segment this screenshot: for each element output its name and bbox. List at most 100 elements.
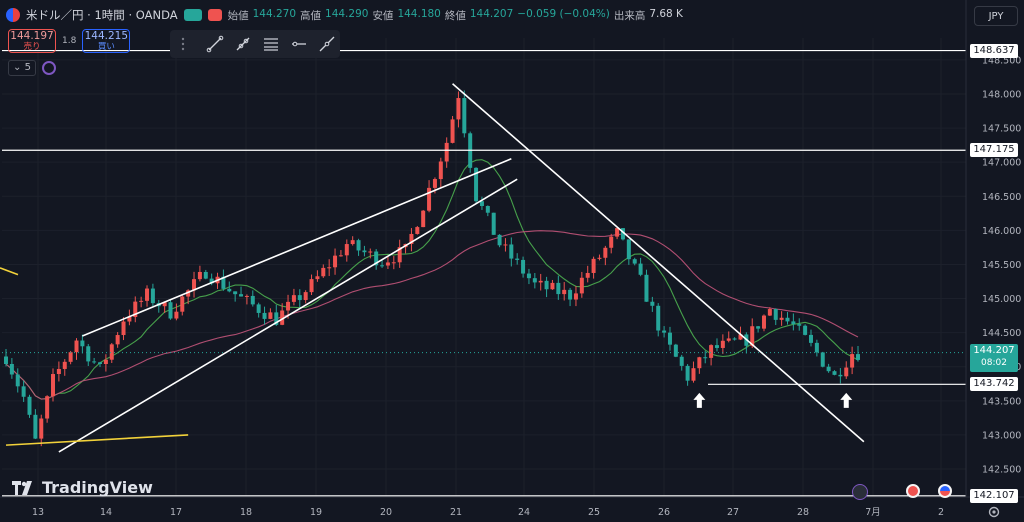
x-tick-label: 19 bbox=[310, 507, 322, 518]
candle-body bbox=[274, 312, 279, 325]
candle-body bbox=[703, 357, 708, 359]
indicator-toggle[interactable]: ⌄ 5 bbox=[8, 60, 36, 76]
candle-body bbox=[315, 276, 320, 280]
y-tick-label: 147.500 bbox=[982, 124, 1021, 135]
candle-body bbox=[432, 179, 437, 188]
candle-body bbox=[726, 338, 731, 341]
candle-body bbox=[356, 240, 361, 251]
candle-body bbox=[609, 236, 614, 248]
candle-body bbox=[444, 142, 449, 162]
candle-body bbox=[51, 374, 56, 397]
sell-price: 144.197 bbox=[10, 30, 54, 42]
candle-body bbox=[562, 289, 567, 295]
x-tick-label: 21 bbox=[450, 507, 462, 518]
symbol-flag-icon bbox=[6, 8, 20, 22]
candle-body bbox=[761, 315, 766, 329]
x-tick-label: 28 bbox=[797, 507, 809, 518]
candle-body bbox=[615, 228, 620, 237]
current-price-label: 144.207 08:02 bbox=[970, 343, 1018, 372]
candle-body bbox=[720, 340, 725, 348]
candle-body bbox=[250, 295, 255, 305]
candle-body bbox=[380, 265, 385, 267]
candle-body bbox=[750, 326, 755, 346]
candle-body bbox=[556, 282, 561, 295]
candle-body bbox=[86, 346, 91, 362]
x-tick-label: 20 bbox=[380, 507, 392, 518]
candle-body bbox=[732, 338, 737, 340]
candle-body bbox=[650, 301, 655, 306]
candle-body bbox=[585, 272, 590, 278]
ohlc-key: 終値 bbox=[444, 9, 466, 22]
candle-body bbox=[779, 317, 784, 320]
candle-body bbox=[344, 244, 349, 256]
candle-body bbox=[121, 321, 126, 336]
us-flag-icon[interactable] bbox=[938, 484, 952, 498]
ray-icon[interactable] bbox=[234, 35, 252, 53]
drag-handle-icon[interactable] bbox=[178, 35, 196, 53]
candle-body bbox=[773, 309, 778, 320]
trend-line-descending bbox=[452, 83, 865, 443]
horizontal-ray-icon[interactable] bbox=[290, 35, 308, 53]
event-flag-icon[interactable] bbox=[906, 484, 920, 498]
y-tick-label: 145.000 bbox=[982, 294, 1021, 305]
trade-panel: 144.197 売り 1.8 144.215 買い bbox=[8, 29, 131, 53]
buy-button[interactable]: 144.215 買い bbox=[82, 29, 131, 53]
x-tick-label: 25 bbox=[588, 507, 600, 518]
lightning-icon[interactable] bbox=[852, 484, 868, 500]
candle-body bbox=[333, 255, 338, 268]
candle-body bbox=[632, 259, 637, 264]
trend-line-icon[interactable] bbox=[206, 35, 224, 53]
candle-body bbox=[303, 292, 308, 301]
candle-body bbox=[174, 311, 179, 319]
candle-body bbox=[338, 255, 343, 257]
candle-body bbox=[27, 396, 32, 415]
candle-body bbox=[515, 258, 520, 260]
horizontal-line-price-label: 148.637 bbox=[970, 43, 1018, 58]
candle-body bbox=[227, 288, 232, 292]
settings-gear-icon[interactable] bbox=[987, 505, 1001, 519]
candle-body bbox=[362, 250, 367, 253]
candle-body bbox=[415, 227, 420, 234]
x-tick-label: 18 bbox=[240, 507, 252, 518]
extended-line-icon[interactable] bbox=[318, 35, 336, 53]
candle-body bbox=[409, 233, 414, 244]
moving-average-short bbox=[5, 159, 859, 400]
candle-body bbox=[691, 368, 696, 381]
indicator-settings-icon[interactable] bbox=[41, 61, 56, 75]
candle-body bbox=[103, 359, 108, 365]
candle-body bbox=[808, 334, 813, 343]
fib-icon[interactable] bbox=[262, 35, 280, 53]
x-tick-label: 7月 bbox=[865, 507, 881, 518]
eye-icon[interactable] bbox=[183, 9, 202, 21]
x-tick-label: 17 bbox=[170, 507, 182, 518]
x-tick-label: 27 bbox=[727, 507, 739, 518]
candle-body bbox=[321, 267, 326, 277]
candle-body bbox=[221, 276, 226, 289]
candle-body bbox=[115, 335, 120, 345]
x-tick-label: 26 bbox=[658, 507, 670, 518]
tradingview-logo[interactable]: TradingView bbox=[12, 478, 153, 497]
horizontal-line-price-label: 143.742 bbox=[970, 377, 1018, 392]
candle-body bbox=[62, 361, 67, 369]
candle-body bbox=[133, 301, 138, 318]
flag-icon[interactable] bbox=[207, 9, 222, 21]
candle-body bbox=[568, 289, 573, 300]
sell-button[interactable]: 144.197 売り bbox=[8, 29, 56, 53]
candle-body bbox=[803, 325, 808, 335]
candle-body bbox=[620, 228, 625, 240]
y-tick-label: 144.500 bbox=[982, 328, 1021, 339]
candle-body bbox=[309, 279, 314, 293]
symbol-title[interactable]: 米ドル／円 · 1時間 · OANDA bbox=[26, 8, 178, 22]
arrow-up-icon bbox=[840, 392, 853, 408]
candle-body bbox=[68, 352, 73, 362]
candle-body bbox=[462, 98, 467, 134]
y-tick-label: 145.500 bbox=[982, 260, 1021, 271]
candle-body bbox=[268, 312, 273, 319]
candle-body bbox=[21, 386, 26, 397]
currency-selector[interactable]: JPY bbox=[974, 6, 1018, 26]
x-tick-label: 13 bbox=[32, 507, 44, 518]
trend-line-channel-upper bbox=[82, 158, 512, 337]
candle-body bbox=[98, 362, 103, 365]
